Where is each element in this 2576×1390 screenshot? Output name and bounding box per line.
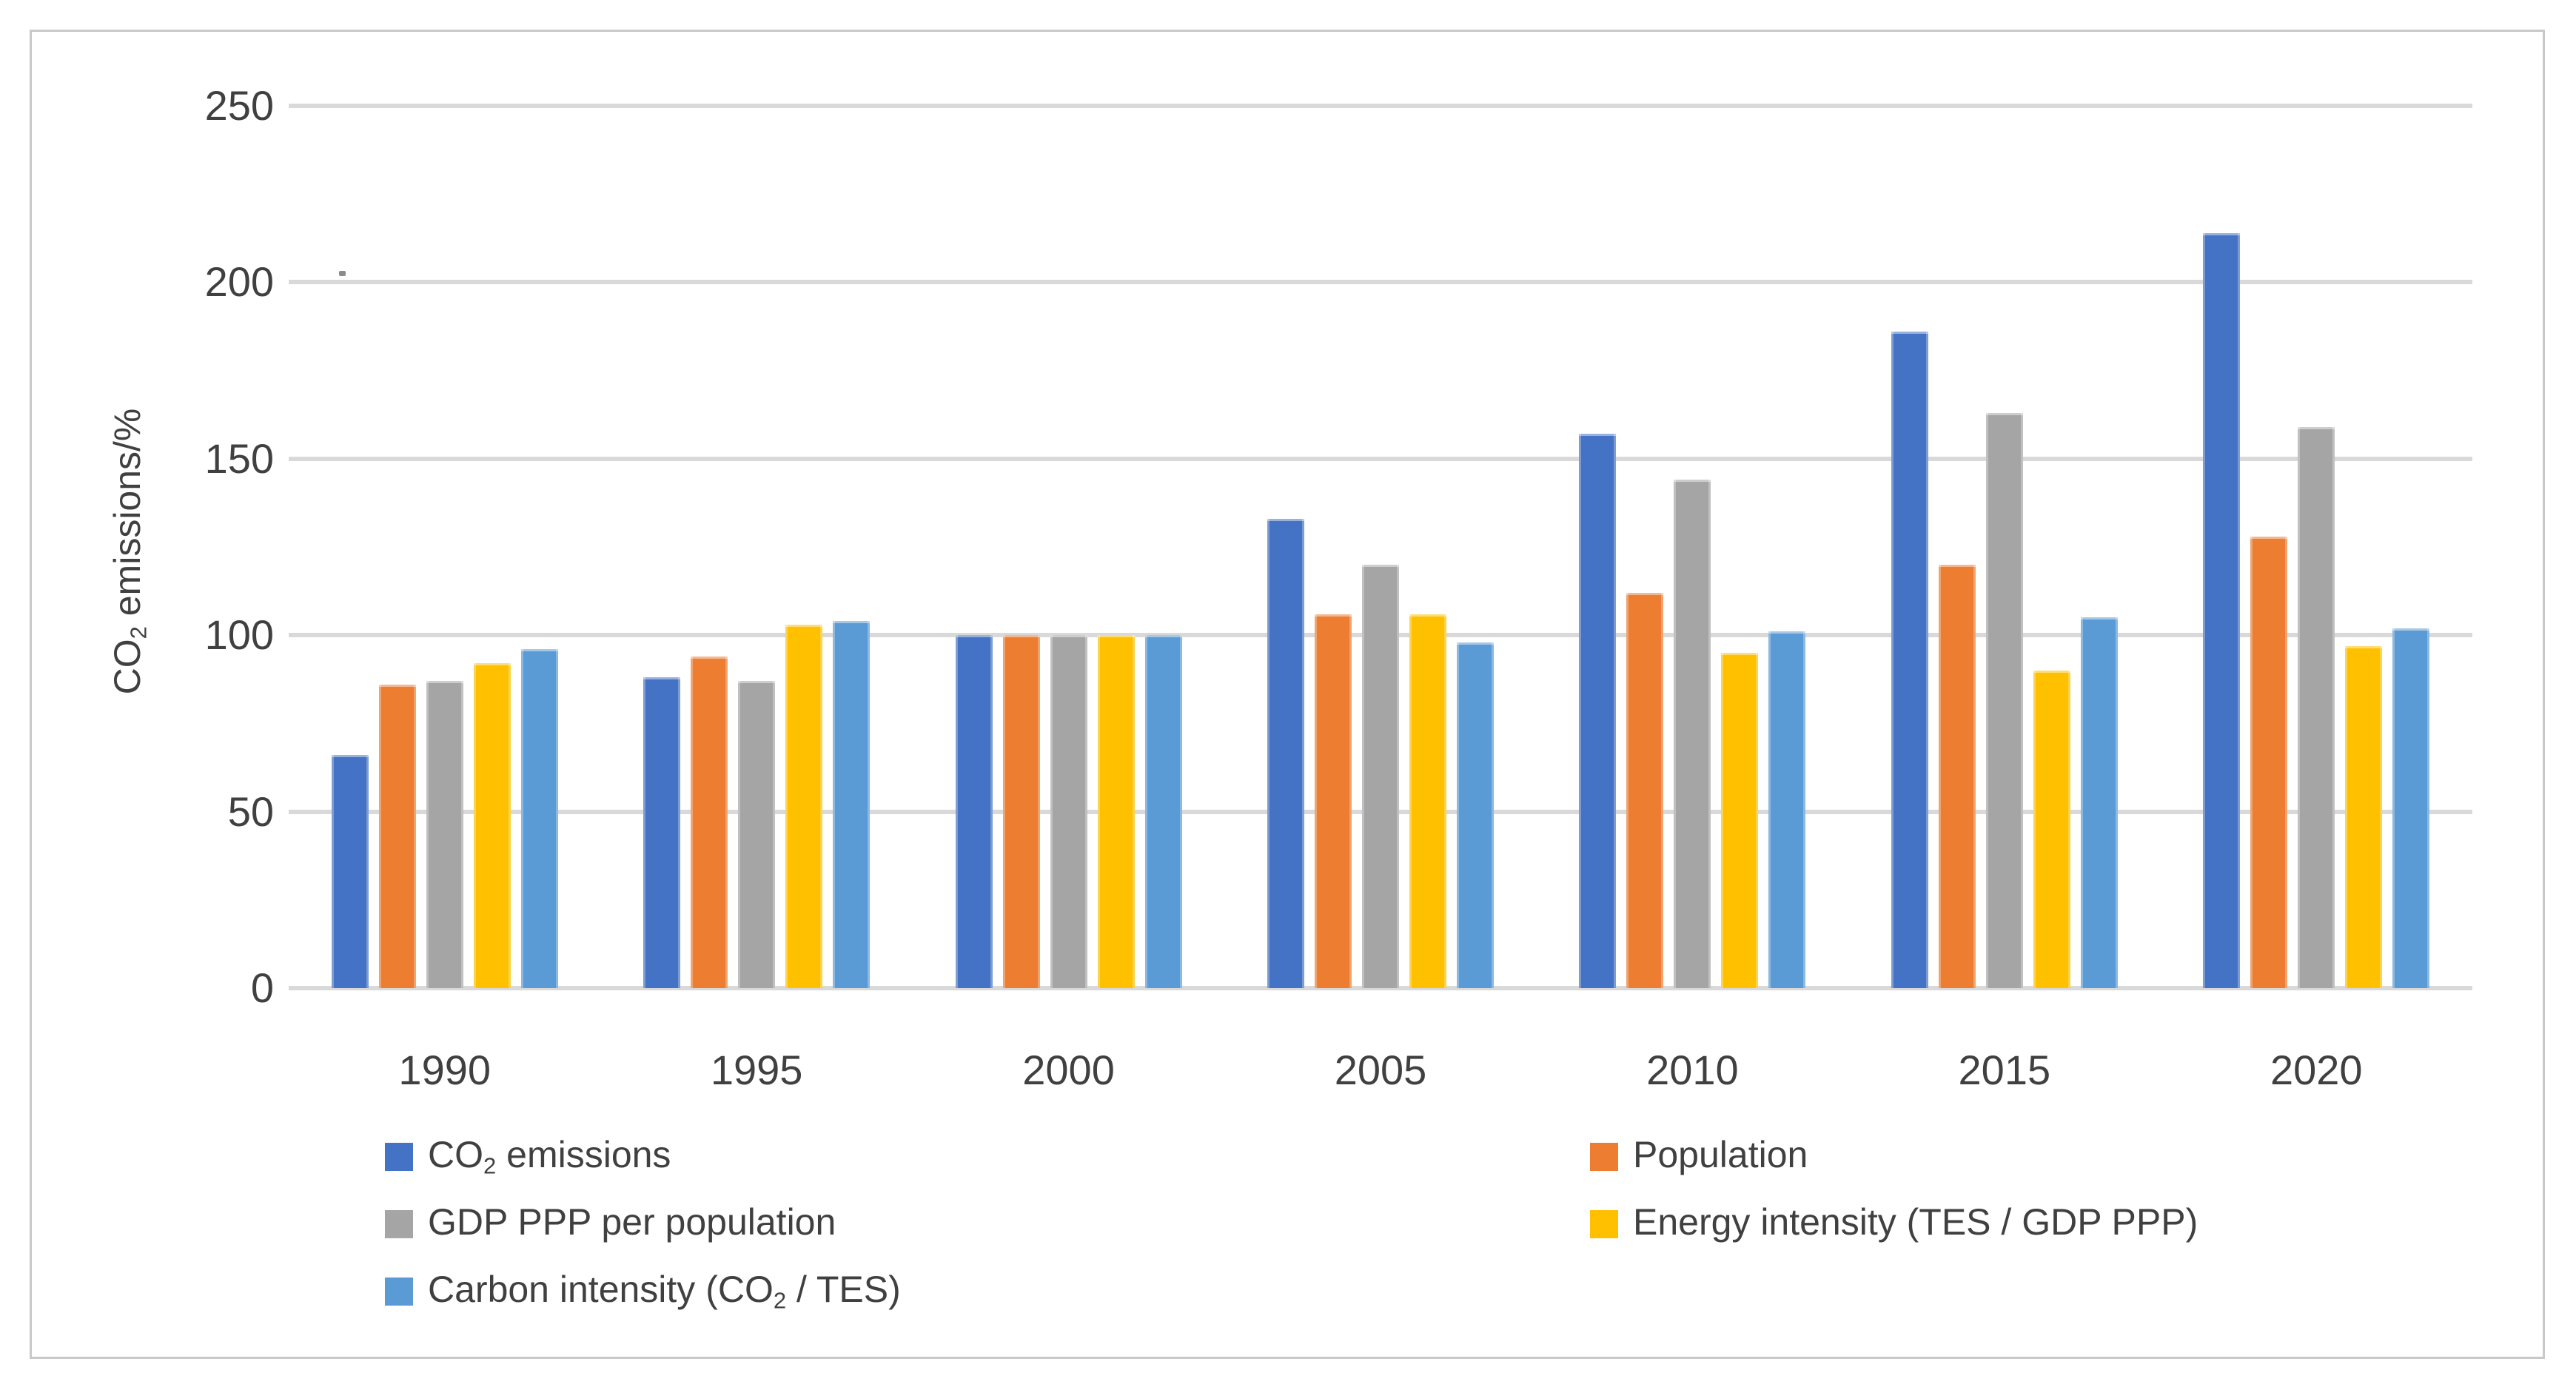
bar-population-2015 <box>1938 564 1976 988</box>
bar-carbon-2010 <box>1768 631 1806 988</box>
bar-carbon-2000 <box>1144 635 1182 988</box>
x-tick-label-1990: 1990 <box>398 1047 491 1093</box>
x-tick-label-1995: 1995 <box>710 1047 803 1093</box>
gridline-150 <box>289 456 2472 461</box>
bar-groups <box>289 106 2472 988</box>
y-tick-label-0: 0 <box>250 964 274 1011</box>
bar-co2-2015 <box>1891 332 1928 988</box>
bar-group-2005 <box>1224 106 1536 988</box>
bar-group-2000 <box>913 106 1224 988</box>
bar-carbon-2020 <box>2392 628 2430 988</box>
bar-co2-1995 <box>643 677 681 988</box>
x-tick-label-2020: 2020 <box>2270 1047 2363 1093</box>
bar-population-2010 <box>1626 592 1664 988</box>
x-tick-label-2005: 2005 <box>1334 1047 1427 1093</box>
gridline-200 <box>289 280 2472 285</box>
bar-population-2005 <box>1314 614 1352 988</box>
bar-group-2010 <box>1537 106 1848 988</box>
legend-column-left: CO2 emissions GDP PPP per population Car… <box>385 1123 901 1325</box>
y-tick-label-100: 100 <box>204 611 274 659</box>
bar-gdp-2015 <box>1985 412 2023 988</box>
legend-column-right: Population Energy intensity (TES / GDP P… <box>1590 1123 2198 1258</box>
bar-carbon-2015 <box>2080 617 2118 988</box>
legend-item-gdp-ppp-per-population: GDP PPP per population <box>385 1190 901 1258</box>
bar-co2-2005 <box>1267 518 1304 988</box>
bar-energy-2010 <box>1721 653 1759 988</box>
y-axis-ticks: 0 50 100 150 200 250 <box>111 84 274 1010</box>
bar-energy-2015 <box>2033 670 2070 988</box>
y-tick-label-250: 250 <box>204 82 274 129</box>
x-tick-label-2015: 2015 <box>1958 1047 2051 1093</box>
bar-gdp-2005 <box>1361 564 1399 988</box>
bar-population-1990 <box>378 684 416 988</box>
bar-group-2015 <box>1848 106 2160 988</box>
bar-co2-2000 <box>955 635 993 988</box>
bar-population-2020 <box>2250 536 2288 988</box>
y-tick-label-50: 50 <box>227 788 274 835</box>
legend-label-population: Population <box>1633 1134 1808 1176</box>
legend-item-co2-emissions: CO2 emissions <box>385 1123 901 1190</box>
bar-gdp-2010 <box>1674 480 1711 988</box>
speck-artifact <box>339 271 346 276</box>
gridline-0 <box>289 986 2472 990</box>
bar-co2-1990 <box>331 755 369 988</box>
legend-swatch-energy-intensity <box>1590 1209 1618 1238</box>
gridline-250 <box>289 104 2472 108</box>
bar-co2-2010 <box>1579 434 1617 988</box>
bar-energy-2020 <box>2345 645 2383 988</box>
legend-label-gdp-ppp-per-population: GDP PPP per population <box>428 1201 836 1243</box>
bar-population-2000 <box>1002 635 1040 988</box>
bar-co2-2020 <box>2203 232 2241 988</box>
x-tick-label-2010: 2010 <box>1646 1047 1739 1093</box>
bar-carbon-2005 <box>1456 642 1494 988</box>
bar-group-2020 <box>2161 106 2472 988</box>
legend-label-energy-intensity: Energy intensity (TES / GDP PPP) <box>1633 1201 2198 1243</box>
bar-group-1990 <box>289 106 600 988</box>
bar-group-1995 <box>600 106 912 988</box>
bar-carbon-1990 <box>520 649 558 988</box>
legend-item-population: Population <box>1590 1123 2198 1190</box>
legend-swatch-gdp-ppp-per-population <box>385 1209 413 1238</box>
legend-label-co2-emissions: CO2 emissions <box>428 1134 671 1179</box>
y-tick-label-200: 200 <box>204 258 274 306</box>
bar-carbon-1995 <box>833 621 871 988</box>
bar-energy-1995 <box>785 624 823 988</box>
bar-energy-2000 <box>1097 635 1135 988</box>
legend-label-carbon-intensity: Carbon intensity (CO2 / TES) <box>428 1269 901 1314</box>
x-axis-labels: 1990 1995 2000 2005 2010 2015 2020 <box>289 1041 2472 1100</box>
bar-energy-1990 <box>473 663 511 988</box>
x-tick-label-2000: 2000 <box>1022 1047 1115 1093</box>
bar-gdp-2020 <box>2298 426 2335 988</box>
y-tick-label-150: 150 <box>204 434 274 482</box>
bar-gdp-1995 <box>738 681 776 988</box>
legend-item-carbon-intensity: Carbon intensity (CO2 / TES) <box>385 1258 901 1325</box>
legend-item-energy-intensity: Energy intensity (TES / GDP PPP) <box>1590 1190 2198 1258</box>
plot-area <box>289 104 2472 990</box>
bar-gdp-2000 <box>1050 635 1087 988</box>
bar-gdp-1990 <box>426 681 463 988</box>
bar-population-1995 <box>691 656 728 988</box>
bar-energy-2005 <box>1409 614 1446 988</box>
legend-swatch-population <box>1590 1142 1618 1171</box>
legend-swatch-co2-emissions <box>385 1142 413 1171</box>
legend-swatch-carbon-intensity <box>385 1277 413 1306</box>
